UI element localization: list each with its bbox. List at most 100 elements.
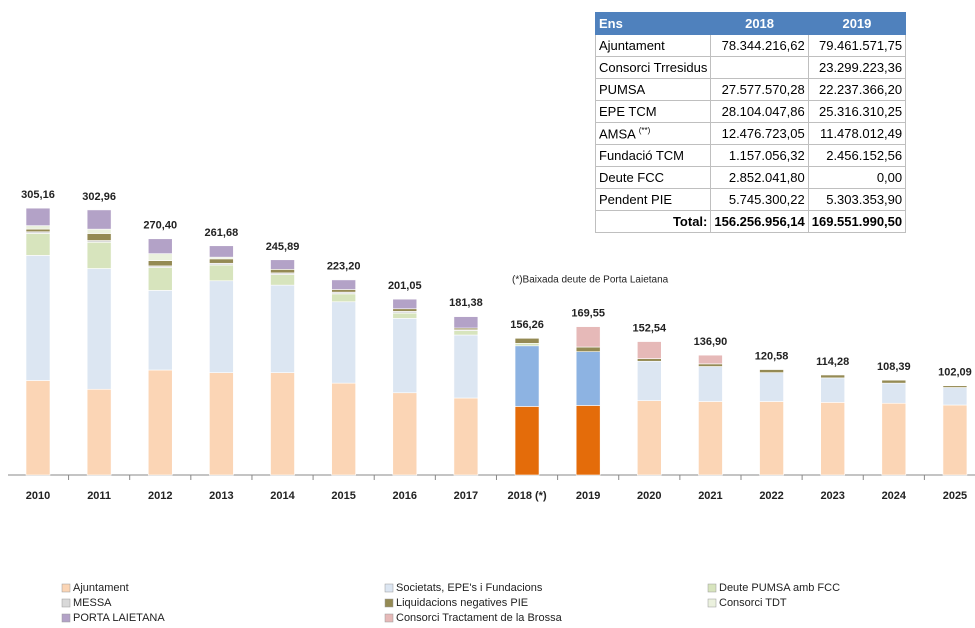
bar-segment [209,264,234,282]
bar-segment [86,241,112,269]
total-label: 201,05 [388,280,422,292]
bar-segment [147,290,173,371]
bar-segment [270,372,295,476]
legend-label: Consorci Tractament de la Brossa [396,612,563,624]
bar-segment [86,388,112,476]
table-cell: 78.344.216,62 [710,34,809,57]
table-cell: AMSA (**) [594,122,712,145]
legend-label: Ajuntament [73,582,129,594]
bar-segment [392,312,418,319]
total-cell: 156.256.956,14 [710,210,809,233]
legend-swatch [384,583,394,593]
bar-segment [331,293,356,303]
bar-segment [25,207,51,226]
bar-segment [820,377,845,403]
bar-segment [25,233,51,256]
legend-swatch [384,613,394,623]
total-label: 152,54 [632,322,667,334]
table-cell: 23.299.223,36 [807,56,907,79]
bar-segment [820,374,845,379]
bar-segment [575,351,601,406]
bar-segment [698,401,723,476]
bar-segment [698,363,723,367]
table-cell: 79.461.571,75 [807,34,907,57]
legend-label: PORTA LAIETANA [73,612,165,624]
bar-segment [86,233,112,241]
table-cell: 5.303.353,90 [807,188,907,211]
table-cell: Consorci Trresidus [594,56,712,79]
bar-segment [331,279,356,290]
total-label: 261,68 [205,227,239,239]
data-table: Ens 2018 2019 Ajuntament 78.344.216,62 79.461… [594,12,907,233]
table-row: PUMSA 27.577.570,28 22.237.366,20 [594,78,907,101]
bar-segment [147,369,173,476]
bar-segment [453,397,479,476]
x-tick-label: 2020 [637,490,661,502]
bar-segment [881,379,907,384]
table-header: Ens 2018 2019 [594,12,907,35]
bar-segment [636,341,662,359]
table-cell: 12.476.723,05 [710,122,809,145]
bar-segment [514,343,540,347]
x-tick-label: 2017 [454,490,478,502]
header-cell: 2018 [710,12,809,35]
legend-label: Societats, EPE's i Fundacions [396,582,543,594]
x-tick-label: 2010 [26,490,50,502]
x-tick-label: 2021 [698,490,722,502]
total-label: 270,40 [143,219,177,231]
bar-segment [270,269,295,274]
bar-segment [636,400,662,476]
bar-segment [453,334,479,399]
total-label: 108,39 [877,361,911,373]
total-label: 223,20 [327,261,361,273]
bar-segment [25,228,51,233]
bar-segment [698,354,723,365]
total-label: 181,38 [449,297,483,309]
bar-segment [759,372,784,402]
total-label: 136,90 [694,336,728,348]
bar-segment [209,258,234,264]
bar-segment [147,238,173,254]
bar-segment [147,267,173,291]
legend-label: MESSA [73,597,112,609]
table-row: AMSA (**) 12.476.723,05 11.478.012,49 [594,122,907,145]
bar-segment [575,346,601,352]
bar-segment [636,360,662,401]
x-tick-label: 2014 [270,490,295,502]
table-cell: Ajuntament [594,34,712,57]
bar-segment [270,274,295,286]
header-cell: Ens [594,12,712,35]
bar-segment [881,402,907,476]
table-cell: Deute FCC [594,166,712,189]
bar-segment [453,330,479,336]
bar-segment [575,326,601,348]
table-cell: 1.157.056,32 [710,144,809,167]
bar-segment [575,405,601,476]
legend-swatch [61,613,71,623]
table-cell: 5.745.300,22 [710,188,809,211]
total-label: 114,28 [816,356,849,368]
x-tick-label: 2025 [943,490,967,502]
bar-segment [942,385,968,388]
bar-segment [942,387,968,406]
legend-label: Liquidacions negatives PIE [396,597,528,609]
bar-segment [331,289,356,293]
bar-segment [270,284,295,373]
bar-segment [86,268,112,390]
x-tick-label: 2024 [882,490,907,502]
bar-segment [698,366,723,402]
bar-segment [209,280,234,373]
table-cell: 22.237.366,20 [807,78,907,101]
table-row: Fundació TCM 1.157.056,32 2.456.152,56 [594,144,907,167]
x-tick-label: 2015 [331,490,355,502]
bar-segment [514,345,540,407]
total-label: 302,96 [82,191,116,203]
table-cell: 2.456.152,56 [807,144,907,167]
x-tick-label: 2019 [576,490,600,502]
bar-segment [942,404,968,476]
bar-segment [759,369,784,373]
total-label: 245,89 [266,241,300,253]
bar-segment [392,318,418,394]
bar-segment [86,209,112,230]
